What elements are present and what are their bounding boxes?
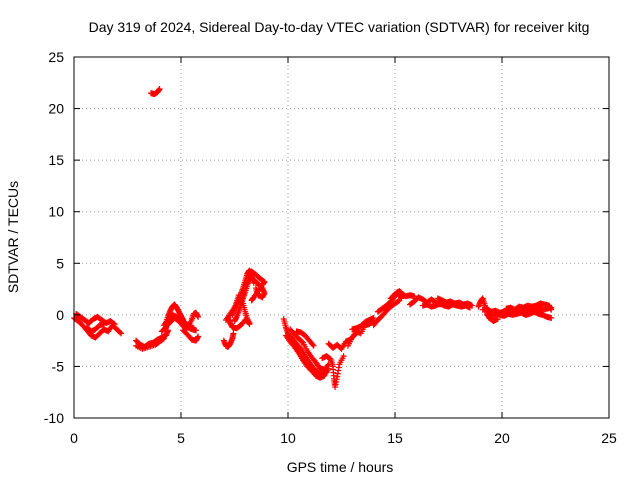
data-point (195, 333, 202, 340)
chart-title: Day 319 of 2024, Sidereal Day-to-day VTE… (89, 19, 590, 35)
data-point (324, 362, 331, 369)
y-tick-label: 5 (56, 255, 64, 271)
data-point (118, 330, 125, 337)
data-point (309, 341, 316, 348)
x-tick-label: 15 (387, 430, 403, 446)
y-tick-label: 25 (48, 49, 64, 65)
data-point (411, 293, 418, 300)
data-point (248, 297, 255, 304)
data-point (160, 335, 167, 342)
data-point (159, 336, 166, 343)
data-point (156, 85, 163, 92)
data-points (71, 85, 555, 391)
x-tick-label: 5 (177, 430, 185, 446)
y-tick-label: 20 (48, 101, 64, 117)
data-point (111, 321, 118, 328)
data-point (230, 330, 237, 337)
x-tick-label: 0 (70, 430, 78, 446)
plot-frame (73, 56, 610, 419)
y-tick-label: 15 (48, 152, 64, 168)
x-tick-labels: 0 5 10 15 20 25 (70, 430, 617, 446)
data-point (117, 329, 124, 336)
data-point (100, 321, 107, 328)
y-tick-label: -10 (44, 410, 64, 426)
x-tick-label: 10 (280, 430, 296, 446)
data-point (370, 314, 377, 321)
axis-ticks (73, 56, 610, 419)
data-point (310, 342, 317, 349)
data-point (296, 344, 303, 351)
data-point (195, 313, 202, 320)
data-point (190, 325, 197, 332)
grid-layer (74, 57, 609, 418)
data-point (165, 327, 172, 334)
y-axis-label: SDTVAR / TECUs (5, 181, 21, 293)
data-point (469, 302, 476, 309)
y-tick-label: 10 (48, 204, 64, 220)
data-point (110, 320, 117, 327)
x-tick-label: 20 (494, 430, 510, 446)
data-point (398, 295, 405, 302)
x-axis-label: GPS time / hours (287, 459, 394, 475)
x-tick-label: 25 (601, 430, 617, 446)
y-tick-label: 0 (56, 307, 64, 323)
data-point (548, 314, 555, 321)
data-point (395, 298, 402, 305)
data-point (548, 306, 555, 313)
data-point (246, 321, 253, 328)
data-point (298, 338, 305, 345)
y-tick-label: -5 (52, 358, 65, 374)
data-point (340, 353, 347, 360)
y-tick-labels: -10 -5 0 5 10 15 20 25 (44, 49, 64, 426)
